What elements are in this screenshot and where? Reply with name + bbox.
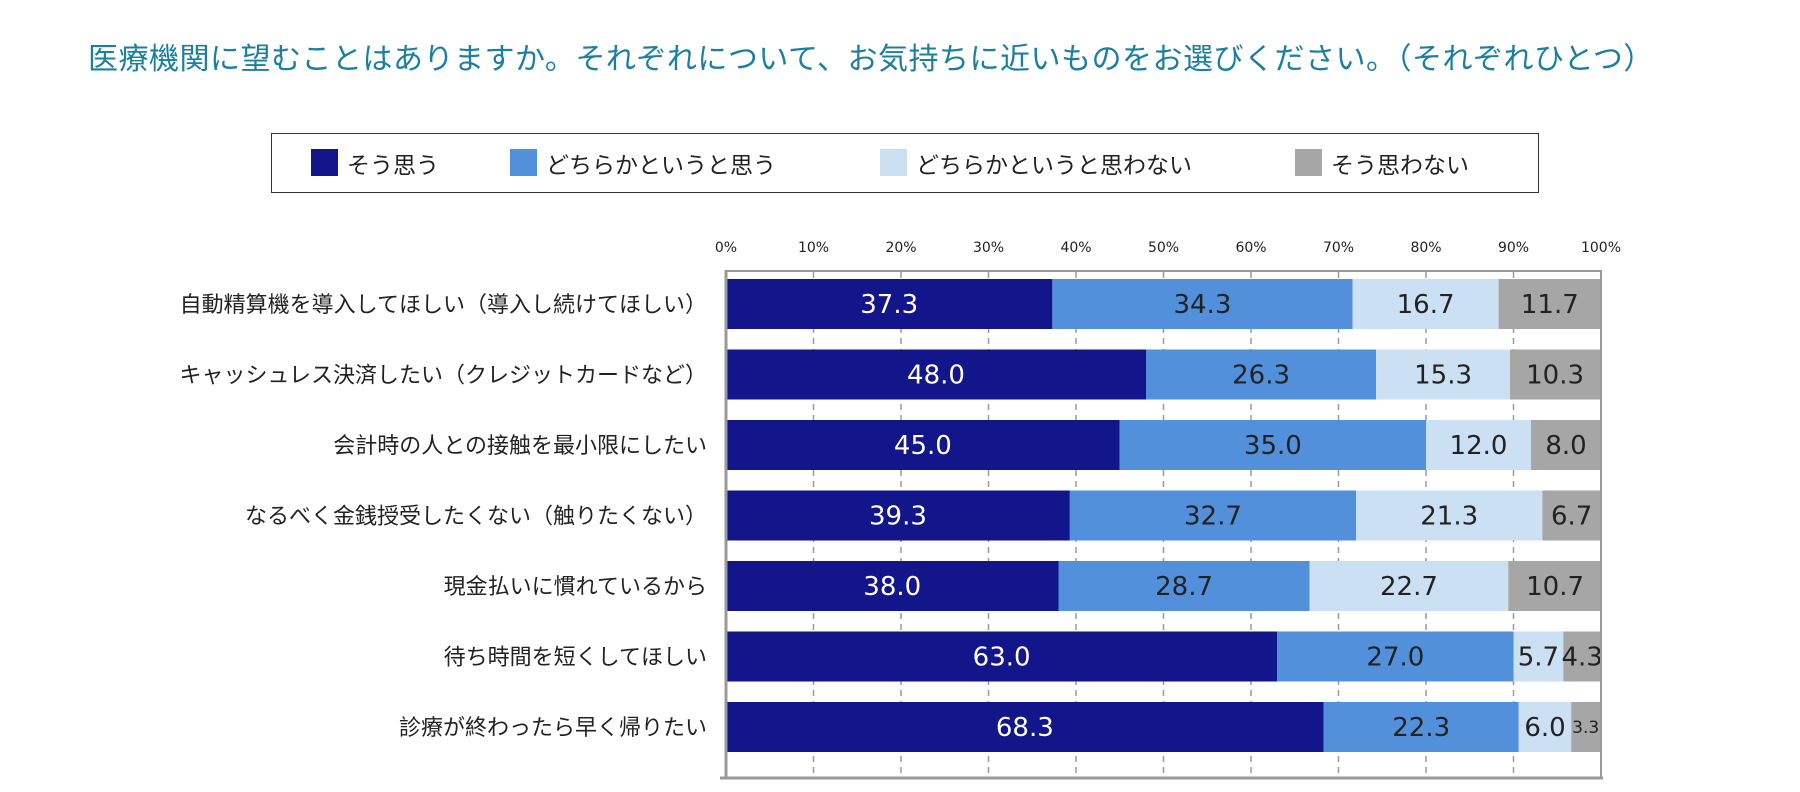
bar-segment [1376,349,1510,400]
bar-segment [726,420,1120,470]
bar-segment [1426,420,1531,470]
bar-segment [726,279,1053,329]
x-tick-label: 100% [1581,240,1621,256]
chart-title: 医療機関に望むことはありますか。それぞれについて、お気持ちに近いものをお選びくだ… [88,42,1654,77]
bar-segment [1498,279,1601,329]
bar-segment [726,631,1278,682]
x-tick-label: 60% [1235,240,1266,256]
legend-item: どちらかというと思う [510,134,776,191]
x-tick-label: 30% [973,240,1004,256]
bar-segment [1069,490,1356,541]
x-tick-label: 80% [1410,240,1441,256]
data-label: 10.3 [1526,361,1584,391]
x-tick-label: 90% [1498,240,1529,256]
legend-swatch [510,149,537,176]
legend-label: どちらかというと思わない [916,152,1192,179]
data-label: 45.0 [894,431,952,461]
data-label: 6.7 [1551,502,1592,532]
data-label: 28.7 [1155,572,1213,602]
bar-segment [1563,631,1601,682]
bar-segment [726,561,1059,611]
data-label: 8.0 [1545,431,1586,461]
bar-segment [1277,631,1514,682]
data-label: 68.3 [996,713,1054,743]
data-label: 35.0 [1244,431,1302,461]
legend-label: どちらかというと思う [546,152,776,179]
legend-label: そう思う [347,152,439,179]
bar-segment [1513,631,1564,682]
bar-segment [1352,279,1499,329]
bar-segment [726,702,1324,752]
data-label: 3.3 [1572,718,1599,738]
data-label: 22.7 [1380,572,1438,602]
bar-segment [726,490,1070,541]
legend-swatch [880,149,907,176]
data-label: 16.7 [1397,290,1455,320]
legend-item: そう思う [311,134,439,191]
bar-segment [1356,490,1543,541]
data-label: 11.7 [1521,290,1579,320]
legend: そう思う どちらかというと思う どちらかというと思わない そう思わない [271,133,1539,193]
data-label: 39.3 [869,502,927,532]
bar-segment [726,349,1146,400]
bar-segment [1052,279,1353,329]
data-label: 5.7 [1518,643,1559,673]
category-label: 診療が終わったら早く帰りたい [399,716,707,741]
bar-segment [1510,349,1601,400]
data-label: 15.3 [1414,361,1472,391]
legend-swatch [1295,149,1322,176]
data-label: 22.3 [1392,713,1450,743]
bar-segment [1531,420,1601,470]
x-tick-label: 0% [715,240,737,256]
legend-item: そう思わない [1295,134,1469,191]
bar-segment [1542,490,1601,541]
legend-swatch [311,149,338,176]
category-label: 自動精算機を導入してほしい（導入し続けてほしい） [180,293,707,318]
legend-item: どちらかというと思わない [880,134,1192,191]
data-label: 10.7 [1526,572,1584,602]
data-label: 26.3 [1232,361,1290,391]
category-label: 会計時の人との接触を最小限にしたい [333,434,707,459]
x-tick-label: 50% [1148,240,1179,256]
x-tick-label: 10% [798,240,829,256]
bar-segment [1323,702,1519,752]
category-label: 現金払いに慣れているから [444,575,707,600]
bar-segment [1119,420,1426,470]
bar-segment [1309,561,1509,611]
data-label: 27.0 [1366,643,1424,673]
bar-segment [1508,561,1602,611]
bar-segment [1146,349,1377,400]
category-label: 待ち時間を短くしてほしい [444,646,707,671]
data-label: 4.3 [1562,643,1603,673]
category-label: なるべく金銭授受したくない（触りたくない） [245,505,707,530]
bar-segment [1571,702,1601,752]
data-label: 6.0 [1524,713,1565,743]
data-label: 34.3 [1173,290,1231,320]
x-tick-label: 20% [885,240,916,256]
data-label: 32.7 [1184,502,1242,532]
x-tick-label: 40% [1060,240,1091,256]
bar-segment [1518,702,1572,752]
x-tick-label: 70% [1323,240,1354,256]
data-label: 12.0 [1450,431,1508,461]
category-label: キャッシュレス決済したい（クレジットカードなど） [179,364,707,389]
bar-segment [1058,561,1310,611]
data-label: 37.3 [860,290,918,320]
legend-label: そう思わない [1331,152,1469,179]
data-label: 21.3 [1420,502,1478,532]
data-label: 48.0 [907,361,965,391]
data-label: 38.0 [863,572,921,602]
data-label: 63.0 [973,643,1031,673]
